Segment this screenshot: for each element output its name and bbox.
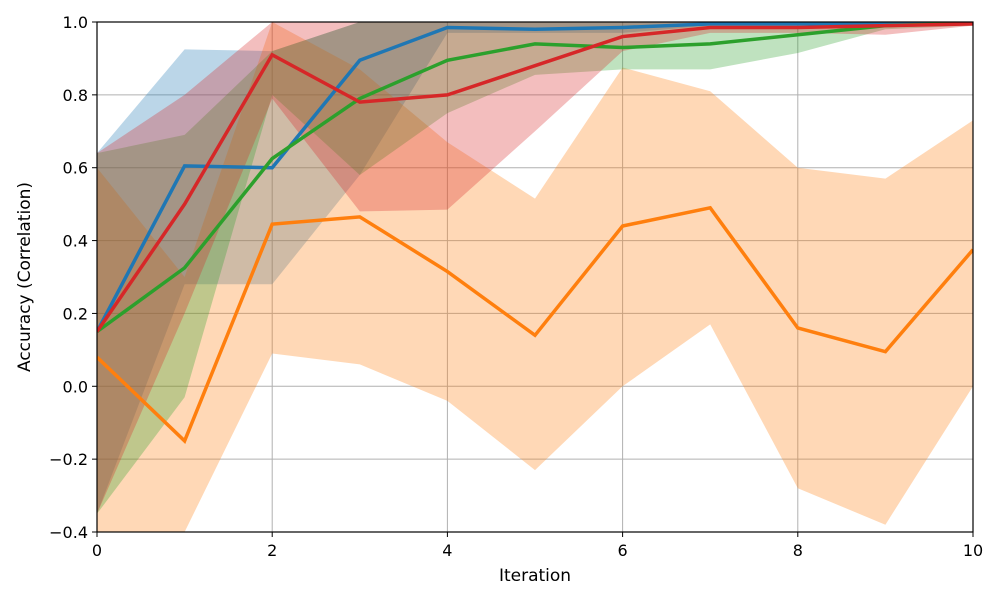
x-tick-label: 8 — [793, 541, 803, 560]
y-tick-label: 0.6 — [63, 159, 88, 178]
x-tick-label: 2 — [267, 541, 277, 560]
x-tick-label: 4 — [442, 541, 452, 560]
red-series-line — [97, 22, 973, 333]
confidence-bands — [97, 22, 973, 532]
y-tick-label: 0.0 — [63, 377, 88, 396]
x-tick-label: 10 — [963, 541, 983, 560]
y-tick-label: −0.2 — [49, 450, 88, 469]
y-tick-label: 0.4 — [63, 232, 88, 251]
orange-confidence-band — [97, 22, 973, 532]
red-confidence-band — [97, 22, 973, 514]
blue-series-line — [97, 22, 973, 333]
x-tick-label: 0 — [92, 541, 102, 560]
y-axis-ticks: −0.4 −0.2 0.0 0.2 0.4 0.6 0.8 1.0 — [49, 13, 97, 542]
plot-frame — [96, 21, 974, 533]
series-lines — [97, 22, 973, 444]
y-axis-label: Accuracy (Correlation) — [15, 182, 35, 372]
x-axis-label: Iteration — [499, 566, 571, 586]
orange-series-line — [97, 205, 973, 444]
green-series-line — [97, 22, 973, 334]
blue-confidence-band — [97, 22, 973, 514]
y-tick-label: 1.0 — [63, 13, 88, 32]
y-tick-label: 0.8 — [63, 86, 88, 105]
x-axis-ticks: 0 2 4 6 8 10 — [92, 532, 983, 560]
y-tick-label: 0.2 — [63, 304, 88, 323]
x-tick-label: 6 — [618, 541, 628, 560]
y-tick-label: −0.4 — [49, 523, 88, 542]
